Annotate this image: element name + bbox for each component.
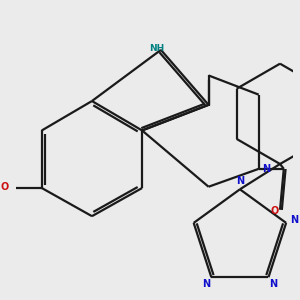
Text: N: N bbox=[262, 164, 271, 174]
Text: N: N bbox=[269, 279, 278, 289]
Text: NH: NH bbox=[149, 44, 164, 53]
Text: O: O bbox=[271, 206, 279, 216]
Text: N: N bbox=[202, 279, 211, 289]
Text: O: O bbox=[0, 182, 8, 193]
Text: N: N bbox=[236, 176, 244, 186]
Text: N: N bbox=[290, 215, 298, 225]
